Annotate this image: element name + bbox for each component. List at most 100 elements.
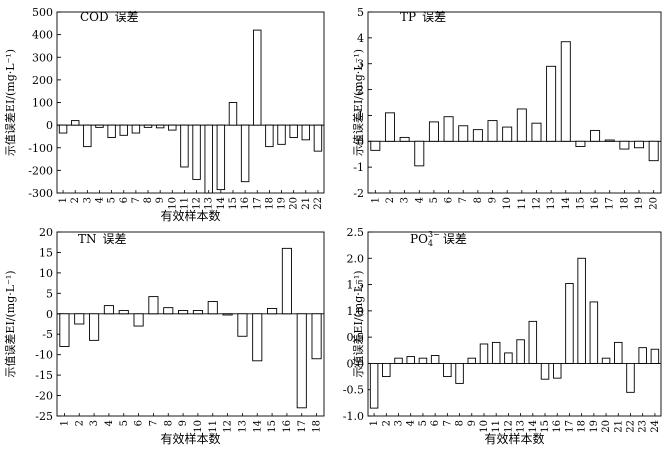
x-tick-label: 20	[289, 197, 300, 210]
y-tick-label: -2	[353, 187, 364, 200]
x-tick-label: 5	[107, 197, 118, 203]
bar	[240, 124, 250, 183]
x-tick-label: 4	[406, 420, 417, 426]
bar	[59, 313, 70, 347]
x-tick-label: 18	[264, 197, 275, 210]
y-axis-label: 示值误差EI/(mg·L⁻¹)	[3, 270, 17, 377]
bar	[237, 313, 248, 337]
y-tick-label: 4	[357, 32, 364, 45]
bar	[406, 356, 415, 364]
bar	[58, 124, 68, 134]
x-tick-label: 7	[131, 197, 142, 203]
bar	[370, 140, 381, 151]
bar	[614, 341, 623, 364]
x-tick-label: 2	[70, 197, 81, 203]
bar	[313, 124, 323, 152]
y-tick-label: -0.5	[343, 384, 364, 397]
title-main: COD	[80, 10, 109, 24]
bar	[601, 357, 611, 364]
bar	[204, 124, 213, 194]
bar	[414, 140, 425, 167]
bar	[228, 102, 238, 126]
x-tick-label: 21	[301, 197, 312, 210]
bar	[458, 125, 469, 142]
y-tick-label: -100	[28, 142, 53, 155]
bar	[89, 313, 100, 341]
bar	[133, 313, 144, 327]
y-tick-label: 2	[357, 84, 364, 97]
bar	[638, 347, 647, 364]
x-tick-label: 8	[143, 197, 154, 203]
y-tick-label: 500	[32, 6, 53, 19]
title-main: TP	[400, 10, 416, 24]
x-tick-label: 2	[385, 197, 396, 203]
y-tick-label: 300	[32, 51, 53, 64]
title-main: PO	[410, 232, 428, 246]
bar	[83, 124, 92, 148]
x-axis-label: 有效样本数	[160, 431, 220, 446]
x-tick-label: 18	[619, 197, 630, 210]
bar	[472, 129, 483, 142]
bar	[207, 301, 218, 315]
bar	[565, 283, 574, 364]
x-tick-label: 14	[252, 420, 263, 433]
bar	[178, 310, 189, 315]
y-axis-label: 示值误差EI/(mg·L⁻¹)	[351, 270, 365, 377]
title-subscript: 4	[428, 239, 433, 248]
bar	[394, 357, 403, 364]
x-tick-label: 9	[155, 197, 166, 203]
x-tick-label: 19	[277, 197, 288, 210]
x-tick-label: 13	[546, 197, 557, 210]
x-tick-label: 19	[634, 197, 645, 210]
bar	[604, 139, 615, 142]
x-tick-label: 18	[577, 420, 588, 433]
x-tick-label: 4	[94, 197, 105, 203]
bar	[118, 310, 129, 315]
x-tick-label: 15	[267, 420, 278, 433]
bar	[253, 29, 262, 126]
x-axis-label: 有效样本数	[484, 431, 544, 446]
x-tick-label: 13	[516, 420, 527, 433]
bar	[516, 339, 525, 364]
bar	[70, 120, 80, 126]
x-tick-label: 12	[503, 420, 514, 433]
x-tick-label: 12	[531, 197, 542, 210]
x-tick-label: 1	[369, 420, 380, 426]
bar	[289, 124, 298, 139]
y-tick-label: 15	[39, 246, 53, 259]
po4-panel: -1.0-0.50.00.51.01.52.02.51 2 3 4 5 6 7 8 9 10 11 1…	[343, 226, 662, 446]
x-tick-label: 1	[58, 197, 69, 203]
x-tick-label: 7	[148, 420, 159, 426]
x-tick-label: 20	[649, 197, 660, 210]
bar	[192, 310, 203, 315]
x-tick-label: 16	[552, 420, 563, 433]
x-tick-label: 16	[240, 197, 251, 210]
x-tick-label: 4	[414, 197, 425, 203]
x-tick-label: 17	[605, 197, 616, 210]
bar	[252, 313, 263, 362]
y-tick-label: 10	[39, 267, 53, 280]
x-tick-label: 23	[638, 420, 649, 433]
y-tick-label: 0	[46, 119, 53, 132]
x-tick-label: 17	[252, 197, 263, 210]
bar	[382, 362, 391, 378]
y-tick-label: 1.5	[347, 279, 365, 292]
x-tick-label: 10	[479, 420, 490, 433]
x-tick-label: 13	[204, 197, 215, 210]
x-tick-label: 8	[455, 420, 466, 426]
y-tick-label: -25	[35, 410, 53, 423]
x-tick-label: 1	[370, 197, 381, 203]
bar	[455, 362, 464, 384]
bar	[487, 120, 498, 142]
y-tick-label: 0.5	[347, 331, 365, 344]
bar	[443, 116, 454, 142]
x-tick-label: 21	[613, 420, 624, 433]
plot-frame	[367, 11, 662, 194]
y-tick-label: -20	[35, 390, 53, 403]
y-axis-label: 示值误差EI/(mg·L⁻¹)	[351, 49, 365, 156]
bar	[296, 313, 307, 409]
